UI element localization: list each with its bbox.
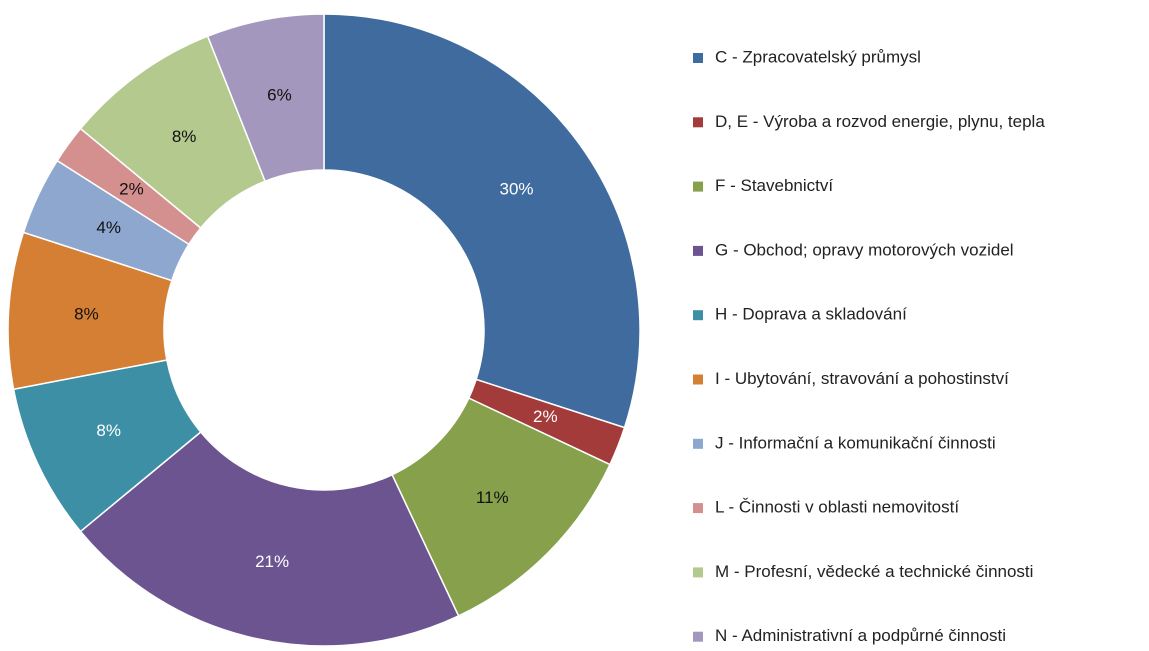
legend-label: G - Obchod; opravy motorových vozidel <box>715 240 1014 259</box>
data-label: 21% <box>255 552 289 571</box>
legend-label: H - Doprava a skladování <box>715 305 907 324</box>
legend-swatch <box>693 503 703 514</box>
legend-swatch <box>693 245 703 256</box>
data-label: 2% <box>533 407 558 426</box>
legend-swatch <box>693 374 703 385</box>
donut-slice <box>206 13 325 183</box>
legend-swatch <box>693 631 703 642</box>
legend-label: I - Ubytování, stravování a pohostinství <box>715 369 1009 388</box>
legend-swatch <box>693 567 703 578</box>
donut-slice <box>79 430 460 647</box>
legend-swatch <box>693 438 703 449</box>
data-label: 8% <box>74 305 99 324</box>
legend-label: J - Informační a komunikační činnosti <box>715 433 996 452</box>
legend-swatch <box>693 310 703 321</box>
legend-label: L - Činnosti v oblasti nemovitostí <box>715 498 959 517</box>
legend-swatch <box>693 53 703 63</box>
donut-slice <box>323 13 641 429</box>
legend-swatch <box>693 181 703 192</box>
data-label: 6% <box>267 86 292 105</box>
data-label: 2% <box>119 180 144 199</box>
data-label: 8% <box>172 127 197 146</box>
legend-label: N - Administrativní a podpůrné činnosti <box>715 626 1006 645</box>
legend-label: C - Zpracovatelský průmysl <box>715 47 921 66</box>
legend-label: F - Stavebnictví <box>715 176 833 195</box>
data-label: 30% <box>500 180 534 199</box>
legend-label: M - Profesní, vědecké a technické činnos… <box>715 562 1033 581</box>
legend-label: D, E - Výroba a rozvod energie, plynu, t… <box>715 112 1045 131</box>
data-label: 8% <box>96 421 121 440</box>
data-label: 4% <box>96 218 121 237</box>
data-label: 11% <box>476 488 509 507</box>
legend-swatch <box>693 117 703 128</box>
